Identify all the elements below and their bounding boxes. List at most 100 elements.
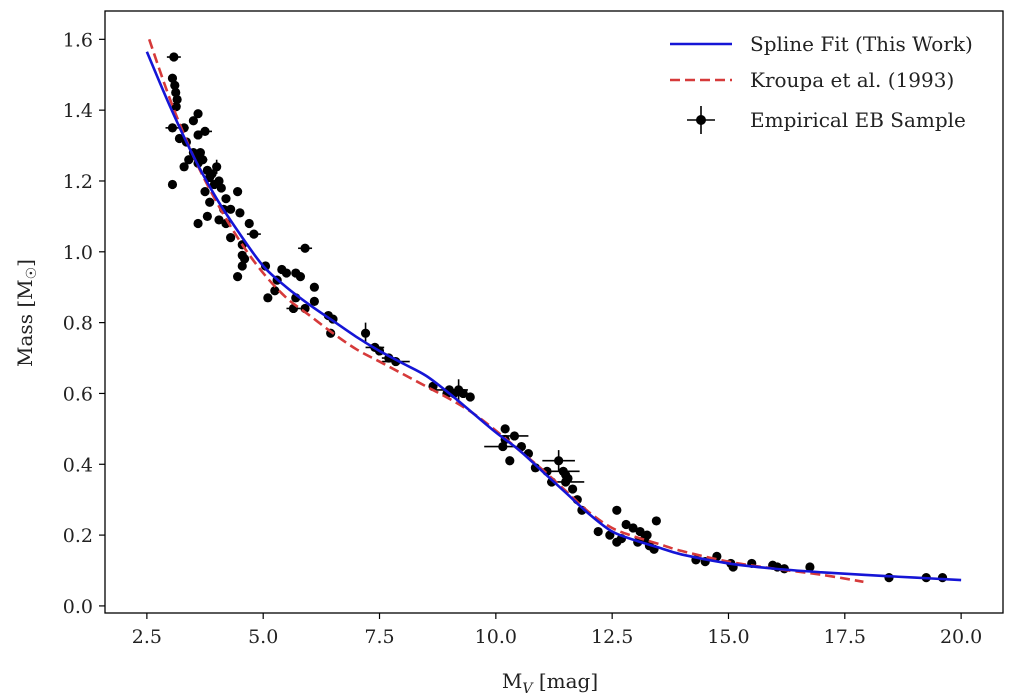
eb-marker [193,218,203,229]
eb-point [270,286,280,296]
eb-marker [167,179,178,190]
eb-marker [202,211,212,221]
y-axis-label: Mass [M☉] [13,259,40,367]
eb-point [651,516,661,526]
y-tick-label: 1.6 [63,29,93,51]
eb-marker [212,162,222,172]
eb-marker [205,172,215,183]
eb-marker [233,271,243,282]
eb-marker [209,179,219,190]
eb-point [628,523,638,533]
eb-marker [167,123,178,133]
x-tick-label: 12.5 [591,626,633,648]
eb-point [216,183,226,193]
eb-marker [237,261,247,271]
eb-point [200,187,210,197]
legend-label-spline: Spline Fit (This Work) [750,32,973,56]
eb-marker [281,268,292,278]
eb-marker [216,183,226,193]
eb-point [233,271,243,282]
eb-marker [200,126,210,136]
x-tick-label: 15.0 [707,626,749,648]
eb-marker [205,197,215,207]
eb-point [172,94,182,105]
eb-point [246,229,261,239]
eb-marker [249,229,259,239]
eb-point [281,268,292,278]
x-tick-label: 10.0 [475,626,517,648]
eb-point [221,194,231,204]
eb-marker [568,484,578,494]
eb-marker [195,148,205,158]
eb-point [542,450,575,472]
eb-marker [214,215,224,225]
eb-marker [612,505,622,515]
eb-point [171,87,181,98]
x-tick-label: 7.5 [364,626,394,648]
x-tick-label: 5.0 [248,626,278,648]
eb-point [193,109,203,119]
eb-marker [458,388,468,399]
eb-marker [172,94,182,105]
eb-point [226,204,236,214]
eb-point [167,179,178,190]
eb-point [465,392,475,402]
y-tick-label: 0.2 [63,525,93,547]
eb-point [171,102,181,112]
eb-marker [171,87,181,98]
eb-point [184,155,194,165]
eb-marker [226,233,236,243]
eb-marker [193,109,203,119]
eb-marker [805,562,815,572]
legend: Spline Fit (This Work) Kroupa et al. (199… [670,32,973,134]
eb-point [805,562,815,572]
eb-point [166,52,181,62]
x-tick-label: 17.5 [824,626,866,648]
eb-point [237,261,247,271]
eb-marker [263,293,273,303]
eb-marker [200,187,210,197]
eb-marker [561,477,571,487]
eb-marker [169,52,179,62]
eb-point [214,215,224,225]
x-tick-label: 20.0 [940,626,982,648]
eb-marker [174,133,185,144]
eb-marker [505,456,515,466]
eb-point [165,123,180,133]
eb-point [193,218,203,229]
eb-point [458,388,468,399]
eb-marker [226,204,236,214]
y-tick-label: 0.6 [63,383,93,405]
eb-marker [300,243,310,253]
y-tick-label: 0.8 [63,313,93,335]
eb-marker [635,526,645,537]
eb-point [309,282,319,292]
eb-point [621,519,631,530]
eb-marker [621,519,631,530]
y-axis: 0.0 0.2 0.4 0.6 0.8 1.0 1.2 1.4 1.6 [63,29,105,618]
eb-point [205,197,215,207]
eb-point [593,526,603,537]
eb-point [505,456,515,466]
eb-point [635,526,645,537]
y-tick-label: 1.0 [63,242,93,264]
x-tick-label: 2.5 [132,626,162,648]
eb-marker [651,516,661,526]
plot-frame [104,10,1004,614]
y-tick-label: 1.4 [63,100,93,122]
eb-marker [465,392,475,402]
eb-point [195,148,205,158]
eb-marker [295,271,306,282]
eb-marker [170,80,180,90]
eb-marker [188,116,199,126]
eb-point [235,208,245,218]
eb-marker [167,73,178,83]
eb-point [568,484,578,494]
eb-point [179,162,189,172]
kroupa-line [147,38,864,584]
eb-point [295,271,306,282]
eb-point [233,187,243,197]
eb-point [167,73,178,83]
eb-point [205,172,215,183]
